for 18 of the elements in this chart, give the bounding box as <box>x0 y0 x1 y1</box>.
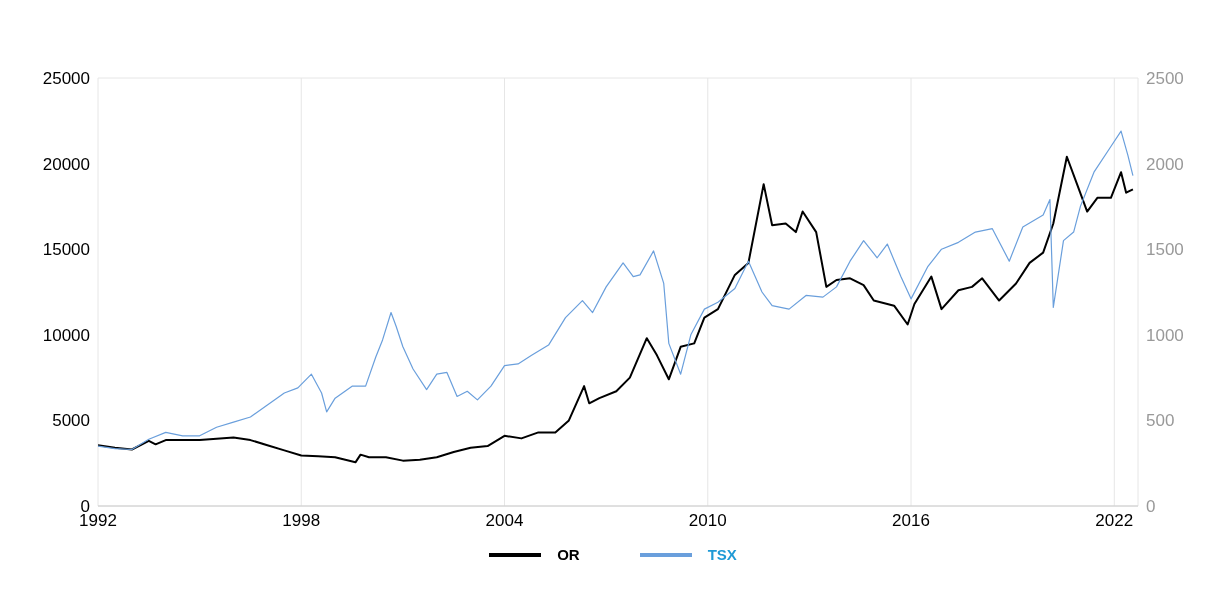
x-tick-label: 1998 <box>282 511 321 531</box>
y2-tick-label: 2500 <box>1146 69 1184 89</box>
x-tick-label: 2010 <box>688 511 727 531</box>
y-tick-label: 5000 <box>52 411 90 431</box>
x-tick-label: 2004 <box>485 511 524 531</box>
y2-tick-label: 1000 <box>1146 325 1184 345</box>
y2-tick-label: 2000 <box>1146 154 1184 174</box>
x-tick-label: 2016 <box>892 511 930 531</box>
y-tick-label: 15000 <box>42 240 90 260</box>
x-tick-label: 2022 <box>1095 511 1134 531</box>
y-tick-label: 10000 <box>42 325 90 345</box>
legend-label: TSX <box>707 546 737 563</box>
y-tick-label: 25000 <box>42 69 90 89</box>
y2-tick-label: 1500 <box>1146 240 1184 260</box>
y-tick-label: 20000 <box>42 154 90 174</box>
legend-label: OR <box>557 546 580 563</box>
y2-tick-label: 0 <box>1146 497 1156 517</box>
y2-tick-label: 500 <box>1146 411 1175 431</box>
